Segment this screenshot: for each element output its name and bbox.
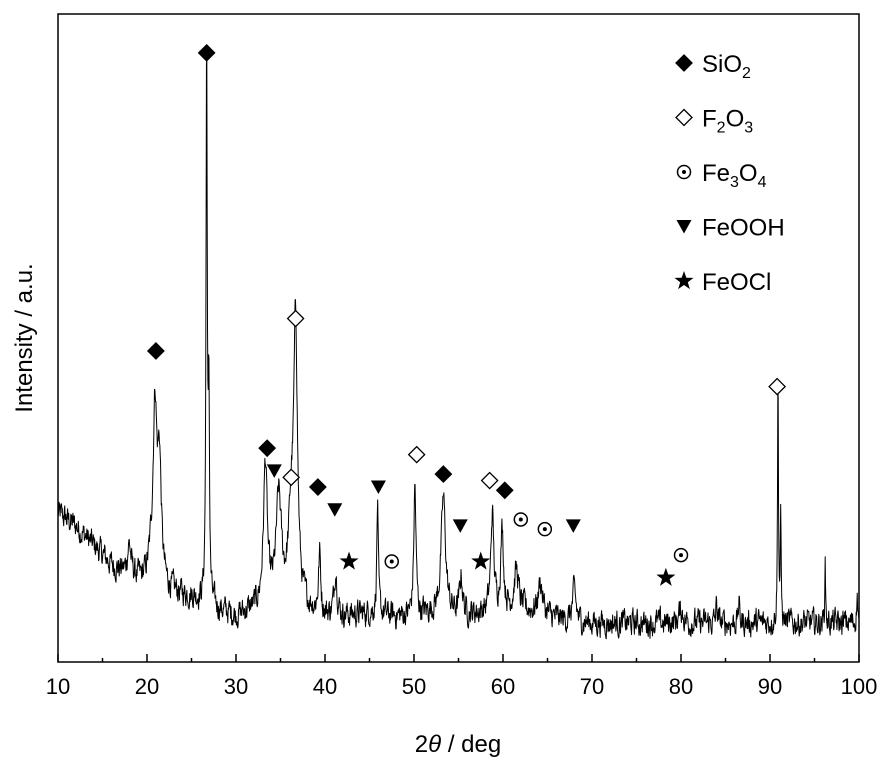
x-axis-label: 2θ / deg xyxy=(415,731,501,758)
phase-marker-filled-triangle-down xyxy=(266,464,282,478)
legend-marker-filled-star xyxy=(674,271,694,290)
pattern-trace-layer xyxy=(57,53,860,640)
x-tick-label: 100 xyxy=(841,674,878,699)
legend-label: F2​O3​ xyxy=(702,106,753,137)
phase-marker-circled-dot xyxy=(513,512,529,527)
phase-marker-filled-diamond xyxy=(258,439,277,458)
legend-item: FeOOH xyxy=(676,215,785,242)
phase-marker-layer xyxy=(146,43,787,586)
legend-item: SiO2​ xyxy=(675,51,751,82)
x-tick-label: 80 xyxy=(669,674,693,699)
phase-marker-filled-star xyxy=(471,551,491,570)
x-tick-label: 20 xyxy=(135,674,159,699)
phase-marker-open-diamond xyxy=(480,471,499,490)
x-tick-label: 70 xyxy=(580,674,604,699)
phase-marker-filled-star xyxy=(656,567,676,586)
legend-item: FeOCl xyxy=(674,269,771,296)
x-tick-label: 10 xyxy=(46,674,70,699)
legend-item: F2​O3​ xyxy=(675,106,753,137)
phase-marker-filled-diamond xyxy=(434,465,453,483)
legend-marker-open-diamond xyxy=(675,108,693,127)
legend-item: Fe3​O4​ xyxy=(676,160,767,191)
phase-marker-filled-star xyxy=(339,551,359,570)
phase-marker-filled-diamond xyxy=(495,481,514,500)
legend-marker-filled-diamond xyxy=(675,54,693,72)
phase-marker-filled-diamond xyxy=(197,43,216,62)
legend: SiO2​ F2​O3​ Fe3​O4​ FeOOH FeOCl xyxy=(674,51,785,296)
phase-marker-circled-dot xyxy=(673,547,689,563)
legend-label: Fe3​O4​ xyxy=(702,160,767,191)
phase-marker-circled-dot xyxy=(384,554,399,569)
phase-marker-filled-triangle-down xyxy=(370,480,386,495)
phase-marker-filled-triangle-down xyxy=(452,519,468,533)
legend-label: FeOCl xyxy=(702,269,771,296)
x-tick-label: 40 xyxy=(313,674,337,699)
xrd-pattern-line xyxy=(57,53,860,640)
y-axis-label: Intensity / a.u. xyxy=(11,263,38,412)
phase-marker-open-diamond xyxy=(768,377,787,396)
legend-marker-circled-dot xyxy=(676,164,692,180)
phase-marker-filled-diamond xyxy=(308,478,327,496)
x-tick-label: 50 xyxy=(402,674,426,699)
x-axis-ticks xyxy=(57,654,860,662)
phase-marker-circled-dot xyxy=(537,521,553,537)
x-axis-tick-labels: 10 20 30 40 50 60 70 80 90 100 xyxy=(46,674,878,699)
legend-label: FeOOH xyxy=(702,215,785,242)
phase-marker-open-diamond xyxy=(286,309,305,328)
legend-marker-filled-triangle-down xyxy=(676,220,692,234)
legend-label: SiO2​ xyxy=(702,51,751,82)
x-tick-label: 60 xyxy=(491,674,515,699)
phase-marker-filled-triangle-down xyxy=(327,503,343,517)
x-tick-label: 30 xyxy=(224,674,248,699)
x-tick-label: 90 xyxy=(758,674,782,699)
phase-marker-open-diamond xyxy=(282,468,301,487)
phase-marker-filled-diamond xyxy=(146,342,165,360)
phase-marker-open-diamond xyxy=(407,445,426,464)
phase-marker-filled-triangle-down xyxy=(565,519,581,533)
